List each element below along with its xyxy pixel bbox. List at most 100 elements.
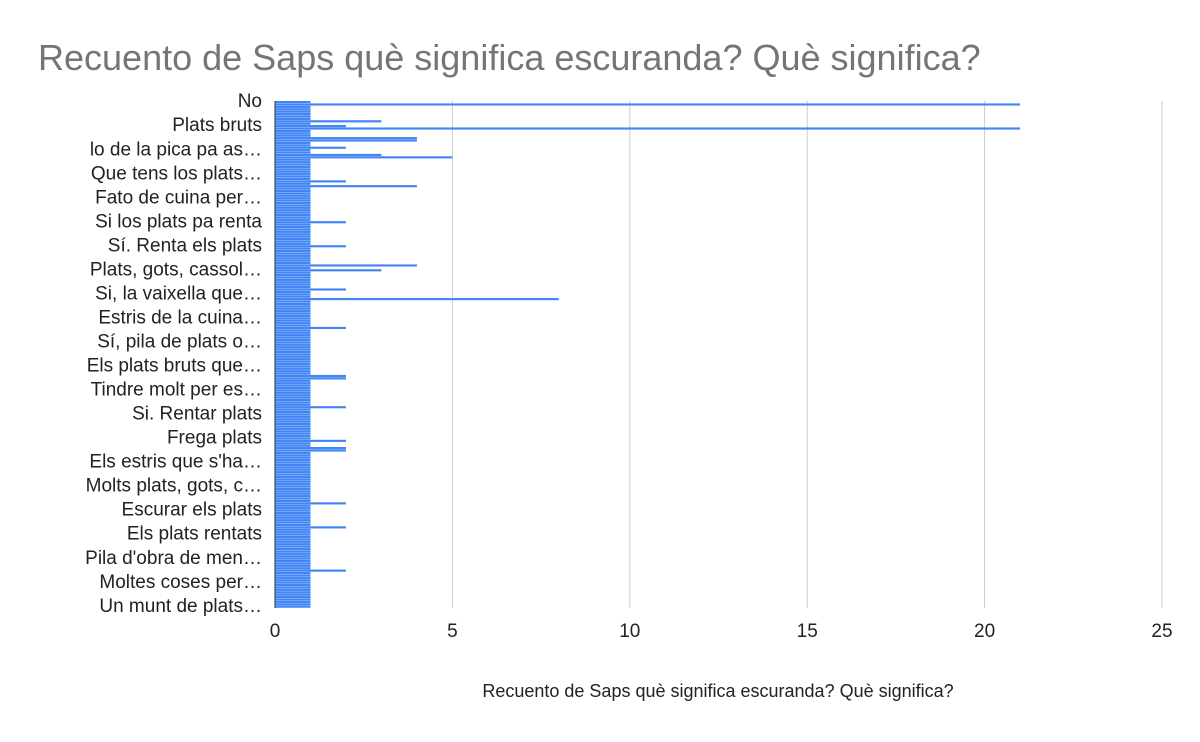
bar — [275, 276, 311, 279]
bar — [275, 442, 311, 445]
bar — [275, 146, 346, 149]
bar — [275, 523, 311, 527]
bar — [275, 600, 311, 603]
bar — [275, 322, 311, 325]
bar — [275, 249, 311, 253]
bar — [275, 528, 311, 531]
bar — [275, 194, 311, 197]
bar — [275, 302, 311, 306]
x-tick-label: 25 — [1151, 621, 1172, 642]
y-tick-label: Escurar els plats — [122, 500, 262, 521]
bar — [275, 444, 311, 447]
y-tick-label: Tindre molt per es… — [91, 380, 262, 401]
y-tick-label: Els plats rentats — [127, 524, 262, 545]
bar — [275, 475, 311, 479]
bar — [275, 233, 311, 236]
bar — [275, 343, 311, 346]
bar — [275, 271, 311, 274]
bar — [275, 437, 311, 440]
bar — [275, 177, 311, 181]
bar — [275, 516, 311, 519]
bar — [275, 259, 311, 262]
bar — [275, 504, 311, 507]
y-tick-label: Frega plats — [167, 428, 262, 449]
bar — [275, 365, 311, 368]
bar — [275, 199, 311, 202]
bar — [275, 115, 311, 118]
bar — [275, 603, 311, 606]
bar — [275, 237, 311, 241]
bar — [275, 555, 311, 558]
bar — [275, 451, 311, 454]
bar — [275, 295, 311, 298]
bar — [275, 175, 311, 178]
bar — [275, 266, 311, 269]
bar — [275, 254, 311, 257]
bar — [275, 495, 311, 498]
bar — [275, 471, 311, 474]
bar — [275, 281, 311, 284]
bar — [275, 430, 311, 433]
bar — [275, 288, 346, 291]
bar — [275, 204, 311, 207]
bar — [275, 314, 311, 318]
bar — [275, 454, 311, 457]
bar — [275, 456, 311, 459]
bar — [275, 487, 311, 491]
bar — [275, 576, 311, 579]
bar — [275, 319, 311, 322]
bar — [275, 228, 311, 231]
bar — [275, 216, 311, 219]
bar — [275, 526, 346, 529]
bar — [275, 483, 311, 486]
y-tick-label: Moltes coses per… — [99, 572, 262, 593]
bar — [275, 141, 311, 145]
bar — [275, 156, 453, 159]
bar — [275, 307, 311, 310]
bar — [275, 221, 346, 224]
bar — [275, 374, 346, 378]
bar — [275, 252, 311, 255]
bar — [275, 413, 311, 416]
bar — [275, 149, 311, 152]
bar — [275, 101, 311, 104]
y-tick-label: No — [238, 91, 262, 112]
bar — [275, 120, 382, 123]
bar — [275, 278, 311, 281]
bar — [275, 562, 311, 565]
bar — [275, 338, 311, 342]
x-tick-label: 20 — [974, 621, 995, 642]
bar — [275, 290, 311, 293]
bar — [275, 182, 311, 185]
y-tick-label: Molts plats, gots, c… — [86, 476, 262, 497]
bar — [275, 350, 311, 354]
bar — [275, 485, 311, 488]
bar — [275, 139, 417, 142]
bar — [275, 593, 311, 596]
bar — [275, 213, 311, 217]
bar — [275, 110, 311, 113]
bar — [275, 389, 311, 392]
bar — [275, 211, 311, 214]
bar — [275, 242, 311, 245]
y-tick-label: Estris de la cuina… — [98, 307, 262, 328]
bar — [275, 425, 311, 428]
bar — [275, 502, 346, 505]
y-tick-label: Un munt de plats… — [99, 596, 262, 617]
bar — [275, 449, 346, 452]
bar — [275, 168, 311, 171]
bar — [275, 579, 311, 582]
y-tick-label: Sí. Renta els plats — [108, 235, 262, 256]
bar — [275, 173, 311, 176]
bar — [275, 410, 311, 414]
y-tick-label: Sí, pila de plats o… — [97, 332, 262, 353]
bar — [275, 223, 311, 226]
bar — [275, 105, 311, 108]
bar — [275, 197, 311, 200]
bar — [275, 201, 311, 205]
bar — [275, 235, 311, 238]
y-tick-label: lo de la pica pa as… — [90, 139, 262, 160]
bar — [275, 581, 311, 584]
bar — [275, 336, 311, 339]
